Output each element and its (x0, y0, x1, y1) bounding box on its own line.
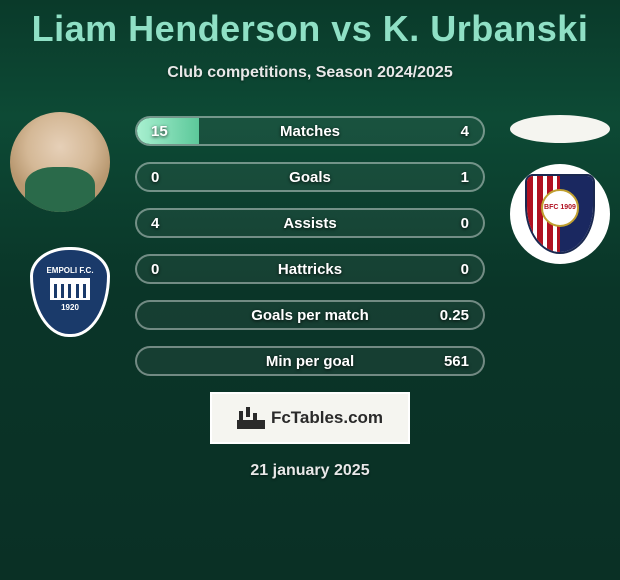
subtitle: Club competitions, Season 2024/2025 (0, 64, 620, 82)
stat-label: Hattricks (278, 261, 342, 278)
bologna-badge-icon: BFC 1909 (525, 174, 595, 254)
date-label: 21 january 2025 (0, 462, 620, 480)
stat-right-value: 561 (444, 353, 469, 370)
club-left-badge: EMPOLI F.C. 1920 (20, 242, 120, 342)
stat-right-value: 0 (461, 261, 469, 278)
stat-row-hattricks: 0 Hattricks 0 (135, 254, 485, 284)
avatar-placeholder-icon (10, 112, 110, 212)
stat-label: Matches (280, 123, 340, 140)
stat-label: Assists (283, 215, 336, 232)
player-left-avatar (10, 112, 110, 212)
stat-left-value: 15 (151, 123, 168, 140)
stat-right-value: 0.25 (440, 307, 469, 324)
stat-label: Min per goal (266, 353, 354, 370)
empoli-badge-icon: EMPOLI F.C. 1920 (30, 247, 110, 337)
stats-container: 15 Matches 4 0 Goals 1 4 Assists 0 0 Hat… (135, 112, 485, 376)
brand-text: FcTables.com (271, 408, 383, 428)
player-right-avatar (510, 115, 610, 143)
stat-row-assists: 4 Assists 0 (135, 208, 485, 238)
stat-fill (137, 118, 199, 144)
chart-icon (237, 407, 265, 429)
page-title: Liam Henderson vs K. Urbanski (0, 0, 620, 50)
club-right-badge: BFC 1909 (510, 164, 610, 264)
stat-left-value: 4 (151, 215, 159, 232)
stat-label: Goals (289, 169, 331, 186)
stat-row-goals-per-match: Goals per match 0.25 (135, 300, 485, 330)
comparison-panel: EMPOLI F.C. 1920 BFC 1909 15 Matches 4 0… (0, 112, 620, 480)
stat-row-goals: 0 Goals 1 (135, 162, 485, 192)
stat-right-value: 1 (461, 169, 469, 186)
stat-label: Goals per match (251, 307, 369, 324)
stat-right-value: 4 (461, 123, 469, 140)
club-right-name: BFC 1909 (541, 189, 579, 227)
brand-logo[interactable]: FcTables.com (210, 392, 410, 444)
stat-row-matches: 15 Matches 4 (135, 116, 485, 146)
club-left-year: 1920 (61, 303, 79, 312)
club-left-name: EMPOLI F.C. (46, 266, 93, 275)
stat-left-value: 0 (151, 261, 159, 278)
stat-left-value: 0 (151, 169, 159, 186)
stat-right-value: 0 (461, 215, 469, 232)
stat-row-min-per-goal: Min per goal 561 (135, 346, 485, 376)
